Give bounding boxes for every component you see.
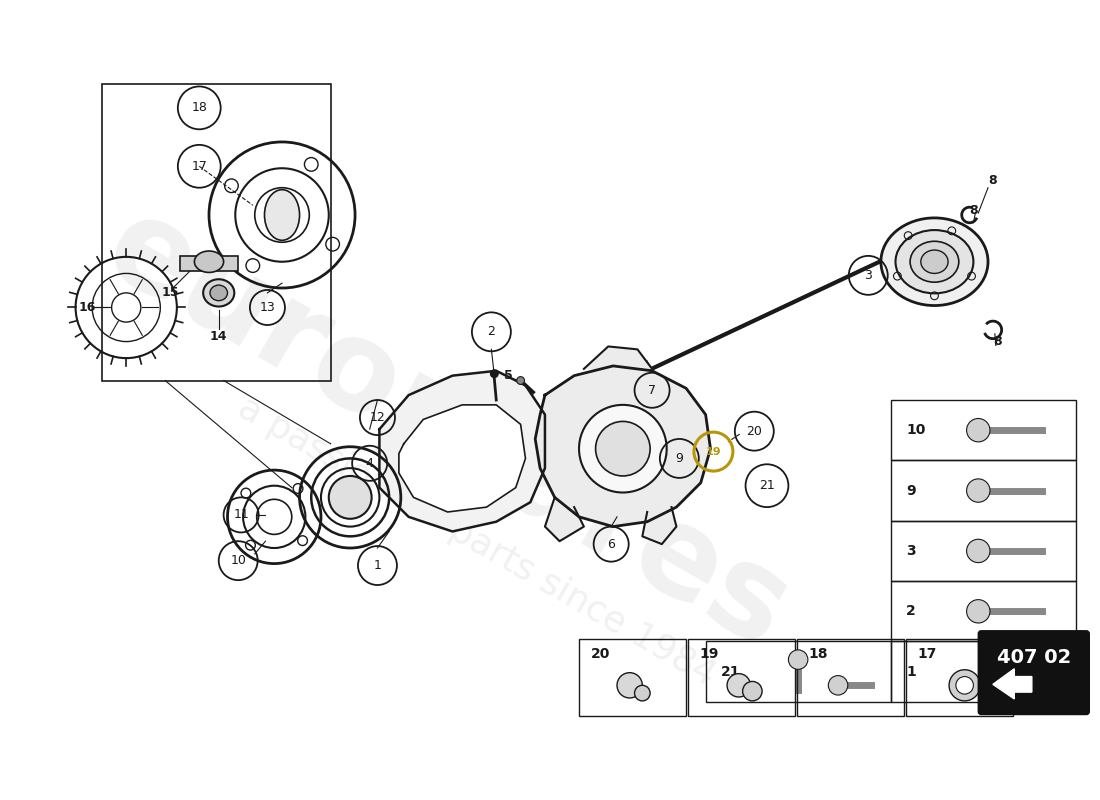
Text: 18: 18 <box>808 647 828 661</box>
Circle shape <box>984 658 1011 686</box>
Text: 20: 20 <box>591 647 611 661</box>
Bar <box>798 638 904 717</box>
Text: 407 02: 407 02 <box>997 647 1071 666</box>
Bar <box>906 638 1013 717</box>
Bar <box>891 400 1076 460</box>
Text: 17: 17 <box>917 647 937 661</box>
Text: 8: 8 <box>993 335 1002 348</box>
Circle shape <box>989 673 1006 690</box>
Bar <box>891 642 1076 702</box>
Circle shape <box>491 370 498 378</box>
Text: 3: 3 <box>865 269 872 282</box>
Circle shape <box>967 418 990 442</box>
Circle shape <box>329 476 372 519</box>
Text: 6: 6 <box>607 538 615 550</box>
Text: 4: 4 <box>365 457 374 470</box>
Text: 2: 2 <box>487 326 495 338</box>
Text: 16: 16 <box>78 301 96 314</box>
Polygon shape <box>379 370 544 531</box>
Bar <box>179 256 239 271</box>
Text: 17: 17 <box>191 160 207 173</box>
Circle shape <box>789 650 807 670</box>
Circle shape <box>967 479 990 502</box>
Text: 10: 10 <box>230 554 246 567</box>
Circle shape <box>579 405 667 493</box>
Circle shape <box>517 377 525 385</box>
Bar <box>891 521 1076 581</box>
Text: 19: 19 <box>700 647 719 661</box>
Text: a passion for parts since 1984: a passion for parts since 1984 <box>232 390 722 692</box>
Circle shape <box>956 677 974 694</box>
Bar <box>579 638 686 717</box>
Polygon shape <box>993 669 1032 699</box>
Text: 8: 8 <box>989 174 998 187</box>
Text: 5: 5 <box>504 369 513 382</box>
Text: 7: 7 <box>648 384 656 397</box>
Circle shape <box>595 422 650 476</box>
Circle shape <box>727 674 750 697</box>
Text: 13: 13 <box>260 301 275 314</box>
Polygon shape <box>642 507 676 544</box>
Text: 21: 21 <box>759 479 774 492</box>
Polygon shape <box>399 405 526 512</box>
Text: 9: 9 <box>906 483 916 498</box>
Ellipse shape <box>204 279 234 306</box>
Ellipse shape <box>264 190 299 240</box>
Circle shape <box>967 600 990 623</box>
Ellipse shape <box>921 250 948 274</box>
Ellipse shape <box>895 230 974 294</box>
Text: 1: 1 <box>374 559 382 572</box>
Text: 8: 8 <box>969 204 978 217</box>
Text: 1: 1 <box>906 665 916 678</box>
Text: 21: 21 <box>722 665 740 678</box>
FancyBboxPatch shape <box>978 630 1089 714</box>
Bar <box>891 581 1076 642</box>
Text: 10: 10 <box>906 423 925 437</box>
Text: 11: 11 <box>233 509 249 522</box>
Text: 15: 15 <box>162 286 179 299</box>
Text: 2: 2 <box>906 604 916 618</box>
Text: 9: 9 <box>675 452 683 465</box>
Ellipse shape <box>881 218 988 306</box>
Circle shape <box>967 539 990 562</box>
Text: europ-ares: europ-ares <box>85 185 811 674</box>
Bar <box>689 638 795 717</box>
Circle shape <box>635 686 650 701</box>
Circle shape <box>949 670 980 701</box>
Ellipse shape <box>910 242 959 282</box>
Text: 12: 12 <box>370 411 385 424</box>
Polygon shape <box>544 498 584 541</box>
Ellipse shape <box>195 251 223 273</box>
Circle shape <box>828 675 848 695</box>
Text: 18: 18 <box>191 102 207 114</box>
Polygon shape <box>536 366 711 526</box>
Polygon shape <box>584 346 652 369</box>
Circle shape <box>617 673 642 698</box>
Text: 3: 3 <box>906 544 916 558</box>
Text: 20: 20 <box>747 425 762 438</box>
Text: 19: 19 <box>705 446 722 457</box>
Bar <box>891 460 1076 521</box>
Circle shape <box>742 682 762 701</box>
Bar <box>102 83 331 381</box>
Text: 14: 14 <box>210 330 228 343</box>
Bar <box>705 642 891 702</box>
Ellipse shape <box>210 285 228 301</box>
